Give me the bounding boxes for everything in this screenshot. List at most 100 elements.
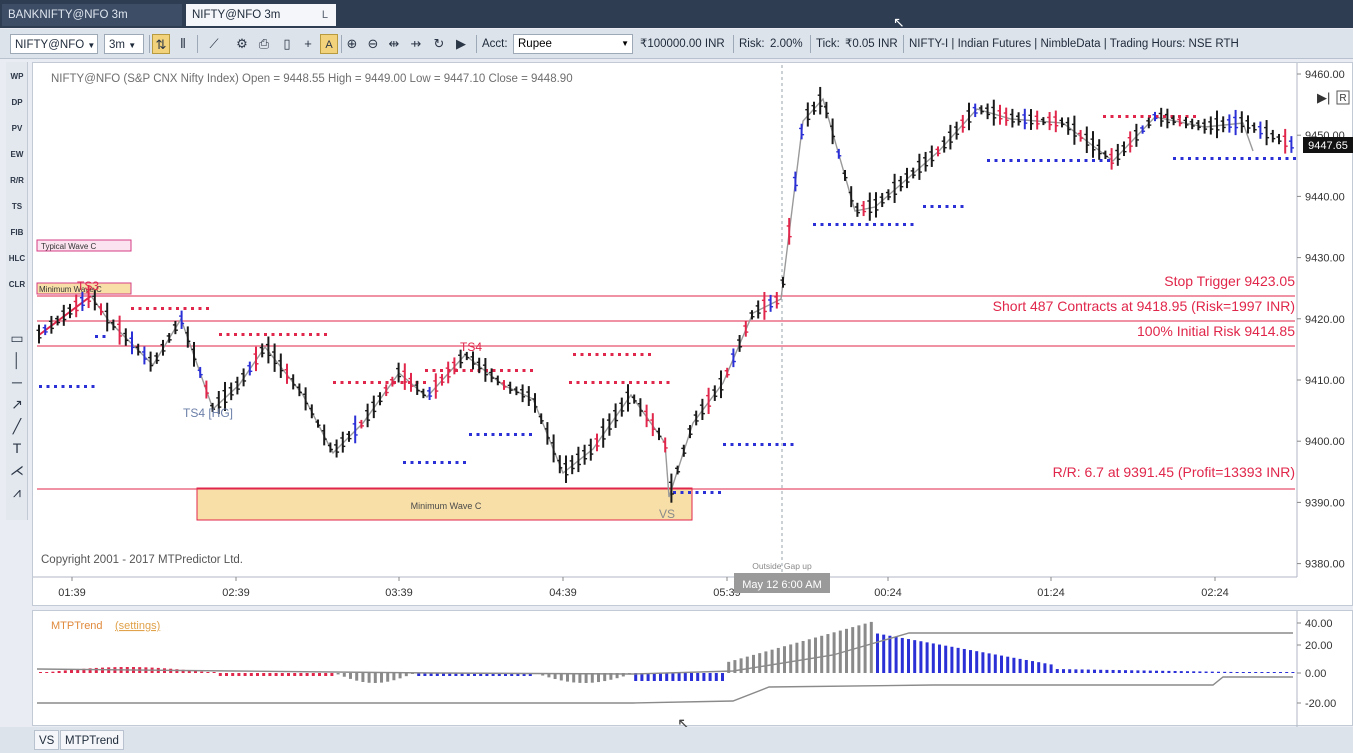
stop-dot: [644, 381, 647, 384]
arrow-icon[interactable]: ↗: [11, 396, 23, 412]
zoom-out-icon[interactable]: ⊖: [367, 36, 379, 51]
stop-dot: [573, 353, 576, 356]
stop-dot: [131, 307, 134, 310]
stop-dot: [463, 461, 466, 464]
interval-select[interactable]: 3m ▼: [104, 34, 144, 54]
trendline-icon[interactable]: ╱: [12, 418, 22, 434]
last-price-value: 9447.65: [1308, 140, 1348, 152]
tool-hlc[interactable]: HLC: [8, 254, 26, 263]
trend-histogram-bar: [969, 650, 972, 673]
text-a-icon[interactable]: A: [320, 34, 338, 54]
tool-pv[interactable]: PV: [11, 124, 23, 133]
refresh-icon[interactable]: ↻: [433, 36, 445, 51]
zoom-in-icon[interactable]: ⊕: [346, 36, 358, 51]
fork-icon[interactable]: ⋌: [10, 462, 24, 478]
symbol-value: NIFTY@NFO: [15, 39, 85, 51]
risk-value[interactable]: 2.00%: [770, 38, 803, 50]
stop-dot: [1233, 157, 1236, 160]
tool-fib[interactable]: FIB: [10, 228, 24, 237]
trend-histogram-bar: [1006, 656, 1010, 673]
trend-histogram-bar: [1229, 671, 1233, 673]
stop-dot: [514, 433, 517, 436]
horizontal-line-icon[interactable]: ─: [12, 374, 22, 390]
mtptrend-settings-link[interactable]: (settings): [115, 620, 160, 632]
bars-icon[interactable]: ⇅: [152, 34, 170, 54]
stop-dot: [432, 369, 436, 372]
stop-dot: [1140, 115, 1144, 118]
stop-dot: [249, 333, 252, 336]
stop-dot: [1017, 159, 1020, 162]
tool-ts[interactable]: TS: [11, 202, 23, 211]
stop-dot: [301, 333, 305, 336]
trend-histogram-bar: [646, 673, 650, 681]
trend-histogram-bar: [1130, 670, 1134, 673]
reset-r-icon[interactable]: [1336, 90, 1350, 105]
candles-icon[interactable]: ⫴: [180, 36, 186, 51]
symbol-select[interactable]: NIFTY@NFO ▼: [10, 34, 98, 54]
account-select[interactable]: Rupee ▼: [513, 34, 633, 54]
text-tool-icon[interactable]: T: [12, 440, 22, 456]
print-icon[interactable]: ⎙: [258, 36, 270, 51]
trend-histogram-bar: [454, 673, 458, 676]
trend-histogram-bar: [1192, 671, 1196, 673]
step-forward-icon[interactable]: ▶|: [1317, 90, 1330, 105]
price-chart[interactable]: Minimum Wave C Typical Wave C Minimum Wa…: [33, 63, 1353, 607]
trend-histogram-bar: [429, 673, 433, 676]
stop-dot: [492, 369, 496, 372]
mtptrend-chart[interactable]: MTPTrend (settings) 40.00 20.00 0.00 -20.00…: [33, 611, 1353, 733]
crosshair-icon[interactable]: +: [304, 36, 312, 51]
line-chart-icon[interactable]: ⟋: [209, 36, 219, 51]
trend-histogram-bar: [194, 670, 197, 673]
stop-dot: [610, 353, 614, 356]
tool-dp[interactable]: DP: [11, 98, 23, 107]
tab-pin-icon[interactable]: L: [321, 9, 328, 21]
price-chart-pane[interactable]: Minimum Wave C Typical Wave C Minimum Wa…: [32, 62, 1353, 606]
stop-dot: [309, 333, 312, 336]
zigzag-icon[interactable]: ⩘: [13, 484, 21, 500]
typical-wave-c-box[interactable]: [36, 239, 132, 252]
tab-banknifty[interactable]: BANKNIFTY@NFO 3m: [2, 4, 182, 26]
stop-dot: [1188, 157, 1191, 160]
trend-histogram-bar: [659, 673, 662, 681]
stop-dot: [1133, 115, 1136, 118]
trend-histogram-bar: [609, 673, 613, 680]
stop-dot: [903, 223, 906, 226]
stop-dot: [168, 307, 172, 310]
tool-clr[interactable]: CLR: [8, 280, 26, 289]
last-price-tag: [1303, 137, 1353, 153]
stop-dot: [888, 223, 891, 226]
play-icon[interactable]: ▶: [456, 36, 466, 51]
vs-label: VS: [659, 507, 675, 521]
stop-dot: [606, 381, 610, 384]
minimum-wave-c-box[interactable]: [196, 487, 693, 521]
vertical-line-icon[interactable]: │: [12, 352, 22, 368]
tick-value: ₹0.05 INR: [845, 38, 898, 50]
trend-histogram-bar: [876, 633, 879, 673]
tool-wp[interactable]: WP: [10, 72, 24, 81]
bottom-tab-vs[interactable]: VS: [34, 730, 60, 750]
stop-dot: [923, 205, 926, 208]
trend-histogram-bar: [814, 637, 817, 673]
scroll-right-icon[interactable]: ⇸: [410, 36, 422, 51]
stop-dot: [506, 433, 510, 436]
bottom-tab-mtptrend[interactable]: MTPTrend: [60, 730, 124, 750]
stop-dot: [688, 491, 691, 494]
time-tick-label: 00:24: [874, 587, 902, 599]
scroll-icon[interactable]: ⇹: [388, 36, 400, 51]
stop-dot: [219, 333, 222, 336]
mtptrend-pane[interactable]: MTPTrend (settings) 40.00 20.00 0.00 -20.00…: [32, 610, 1353, 733]
stop-dot: [191, 307, 194, 310]
tab-nifty[interactable]: NIFTY@NFO 3m L: [186, 4, 336, 26]
page-icon[interactable]: ▯: [283, 36, 291, 51]
trend-histogram-bar: [417, 673, 421, 676]
stop-dot: [580, 353, 584, 356]
toolbar-divider: [733, 35, 734, 53]
rectangle-icon[interactable]: ▭: [10, 330, 24, 346]
stop-dot: [640, 353, 644, 356]
stop-dot: [507, 369, 511, 372]
minimum-wave-c-small-box[interactable]: [36, 282, 132, 295]
stop-dot: [1163, 115, 1166, 118]
gear-icon[interactable]: ⚙: [236, 36, 248, 51]
tool-rr[interactable]: R/R: [10, 176, 24, 185]
tool-ew[interactable]: EW: [10, 150, 24, 159]
